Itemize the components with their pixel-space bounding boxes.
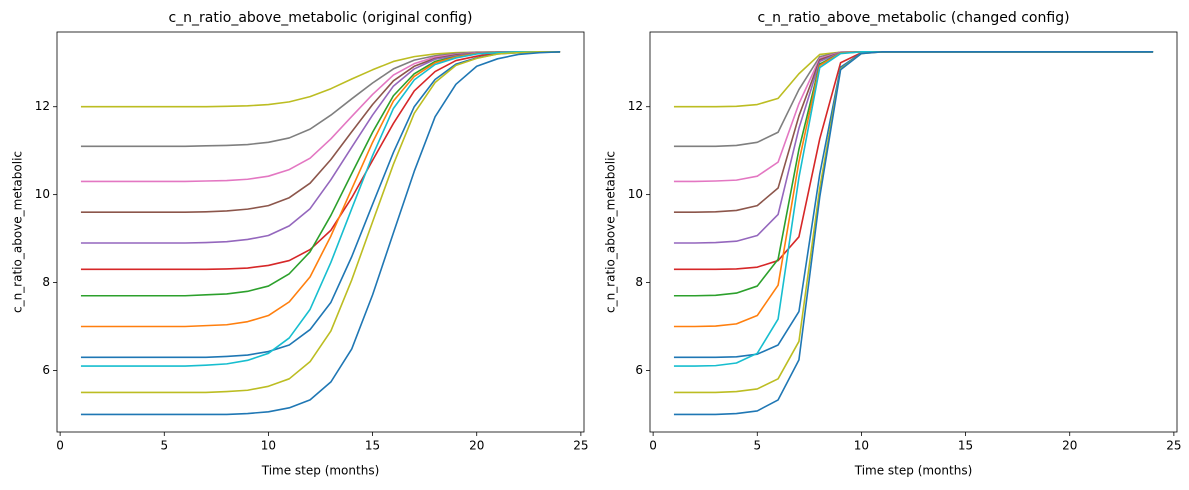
data-line [673,50,1154,416]
x-tick-label: 20 [469,439,484,453]
y-tick-label: 10 [35,187,50,201]
data-line [673,50,1154,328]
y-tick-label: 6 [635,363,643,377]
x-tick-label: 5 [160,439,168,453]
x-tick-label: 10 [261,439,276,453]
x-tick-label: 25 [1166,439,1181,453]
data-line [673,50,1154,244]
data-line [80,50,561,367]
y-tick-label: 6 [42,363,50,377]
data-line [80,50,561,108]
x-tick-label: 15 [365,439,380,453]
data-line [80,50,561,359]
y-tick-label: 10 [628,187,643,201]
data-line [80,50,561,297]
data-line [80,50,561,214]
x-tick-label: 0 [56,439,64,453]
y-tick-label: 8 [635,275,643,289]
subplot: c_n_ratio_above_metabolic (original conf… [11,10,589,478]
y-axis-label: c_n_ratio_above_metabolic [11,151,25,313]
data-line [673,50,1154,183]
x-tick-label: 25 [573,439,588,453]
axes-frame [649,31,1178,433]
data-line [673,50,1154,271]
data-line [80,50,561,183]
data-line [80,50,561,416]
x-tick-label: 5 [753,439,761,453]
data-line [80,50,561,244]
x-axis-label: Time step (months) [854,464,973,478]
y-axis-label: c_n_ratio_above_metabolic [604,151,618,313]
subplot: c_n_ratio_above_metabolic (changed confi… [604,10,1182,478]
x-tick-label: 20 [1062,439,1077,453]
data-line [80,50,561,394]
data-line [673,50,1154,214]
data-line [80,50,561,271]
data-line [80,50,561,148]
data-line [673,50,1154,108]
y-tick-label: 8 [42,275,50,289]
data-line [673,50,1154,394]
x-axis-label: Time step (months) [261,464,380,478]
data-line [673,50,1154,148]
chart-title: c_n_ratio_above_metabolic (original conf… [168,10,472,26]
data-line [673,50,1154,297]
y-tick-label: 12 [35,99,50,113]
x-tick-label: 0 [649,439,657,453]
axes-frame [56,31,585,433]
chart-title: c_n_ratio_above_metabolic (changed confi… [757,10,1069,26]
x-tick-label: 15 [958,439,973,453]
x-tick-label: 10 [854,439,869,453]
data-line [673,50,1154,359]
y-tick-label: 12 [628,99,643,113]
